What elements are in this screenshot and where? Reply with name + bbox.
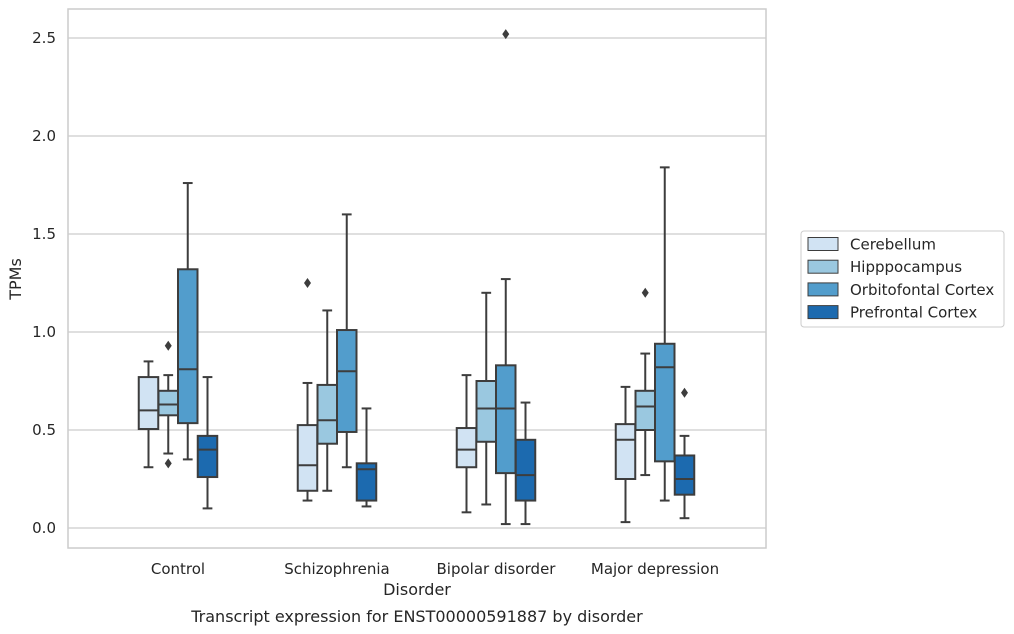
chart-caption: Transcript expression for ENST0000059188… <box>190 607 643 626</box>
box-1-2 <box>336 213 358 469</box>
y-tick-label: 0.5 <box>32 421 56 439</box>
plot-background <box>68 9 766 548</box>
y-tick-label: 2.0 <box>32 127 56 145</box>
box-iqr <box>614 423 637 480</box>
box-0-0 <box>137 360 160 469</box>
x-tick-label: Bipolar disorder <box>437 560 557 578</box>
legend-swatch <box>807 259 839 274</box>
x-axis-label: Disorder <box>383 580 451 599</box>
y-tick-labels: 0.0 0.5 1.0 1.5 2.0 2.5 <box>32 29 56 537</box>
box-iqr <box>157 389 179 417</box>
box-iqr <box>177 268 199 425</box>
box-2-2 <box>495 29 517 526</box>
y-axis-label: TPMs <box>6 258 25 301</box>
outlier-point <box>164 340 172 351</box>
box-3-2 <box>654 166 676 502</box>
outlier-point <box>641 287 649 298</box>
box-1-3 <box>355 407 378 508</box>
legend-swatch <box>807 237 839 251</box>
box-iqr <box>316 383 338 445</box>
outlier-point <box>681 387 688 398</box>
x-tick-label: Control <box>151 560 205 578</box>
box-iqr <box>673 454 696 496</box>
legend-frame <box>800 230 1005 328</box>
box-0-3 <box>196 376 219 510</box>
y-tick-label: 0.0 <box>32 519 56 537</box>
y-tick-label: 1.0 <box>32 323 56 341</box>
box-3-0 <box>614 385 637 524</box>
box-iqr <box>336 329 358 433</box>
box-2-0 <box>455 374 478 514</box>
legend-label: Prefrontal Cortex <box>850 304 977 322</box>
box-iqr <box>495 364 517 475</box>
outlier-point <box>502 29 510 40</box>
y-tick-label: 1.5 <box>32 225 56 243</box>
box-2-3 <box>514 401 537 526</box>
outlier-point <box>304 278 311 288</box>
box-iqr <box>296 424 319 492</box>
box-iqr <box>137 376 160 431</box>
box-iqr <box>654 342 676 463</box>
box-1-0 <box>296 278 319 502</box>
y-tick-label: 2.5 <box>32 29 56 47</box>
box-iqr <box>355 462 378 502</box>
x-tick-labels: Control Schizophrenia Bipolar disorder Majo… <box>151 560 719 578</box>
legend-label: Cerebellum <box>850 236 936 254</box>
legend-swatch <box>807 305 839 320</box>
boxes-layer <box>137 29 696 526</box>
box-iqr <box>634 389 656 431</box>
box-0-2 <box>177 182 199 461</box>
box-iqr <box>455 427 478 469</box>
box-iqr <box>514 438 537 502</box>
outlier-point <box>164 458 172 469</box>
box-3-3 <box>673 387 696 520</box>
box-iqr <box>196 434 219 479</box>
x-tick-label: Schizophrenia <box>284 560 389 578</box>
legend-label: Hipppocampus <box>850 258 962 276</box>
legend: Cerebellum Hipppocampus Orbitofontal Corte… <box>800 230 1005 328</box>
box-iqr <box>475 380 497 443</box>
legend-label: Orbitofontal Cortex <box>850 281 994 299</box>
x-tick-label: Major depression <box>591 560 719 578</box>
legend-swatch <box>807 282 839 297</box>
plot-frame <box>67 8 767 549</box>
box-2-1 <box>475 291 497 506</box>
